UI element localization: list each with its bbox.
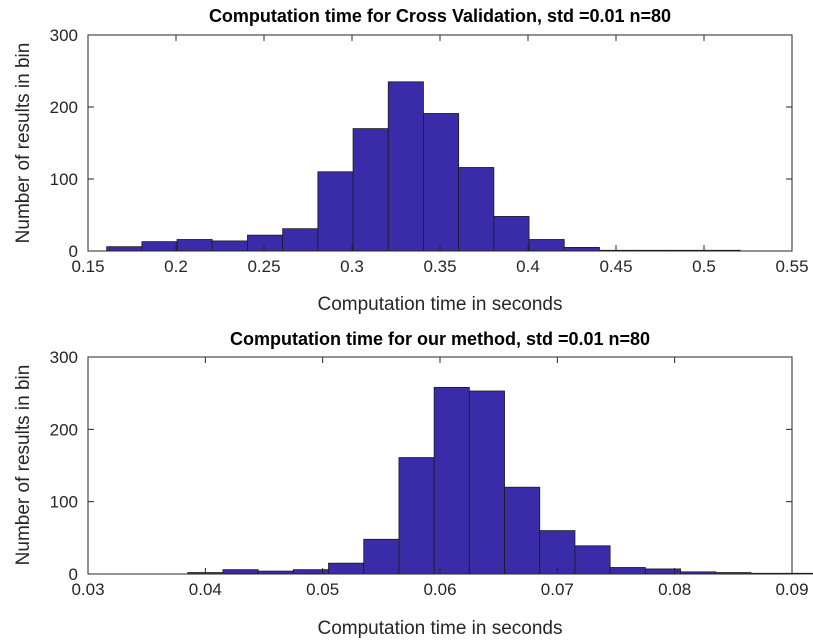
histogram-bar	[106, 246, 143, 252]
histogram-bar	[282, 228, 319, 252]
x-tick-label: 0.03	[71, 580, 104, 599]
y-tick-label: 100	[50, 170, 78, 189]
chart-title: Computation time for Cross Validation, s…	[209, 6, 671, 26]
x-tick-label: 0.25	[247, 257, 280, 276]
chart-title: Computation time for our method, std =0.…	[230, 329, 650, 349]
x-tick-label: 0.06	[423, 580, 456, 599]
histogram-bar	[352, 128, 389, 252]
histogram-bar	[493, 216, 530, 252]
histogram-bar	[458, 167, 495, 252]
histogram-bar	[222, 569, 259, 575]
histogram-bar	[504, 486, 541, 575]
histogram-bar	[609, 567, 646, 575]
x-tick-label: 0.15	[71, 257, 104, 276]
x-tick-label: 0.2	[164, 257, 188, 276]
y-axis-label: Number of results in bin	[13, 43, 34, 244]
histogram-bar	[328, 562, 365, 575]
x-tick-label: 0.05	[306, 580, 339, 599]
histogram-bar	[644, 568, 681, 575]
histogram-bar	[468, 390, 505, 575]
y-tick-label: 300	[50, 348, 78, 367]
x-tick-label: 0.5	[692, 257, 716, 276]
x-tick-label: 0.55	[775, 257, 808, 276]
x-tick-label: 0.45	[599, 257, 632, 276]
x-axis-label: Computation time in seconds	[317, 618, 562, 639]
x-tick-label: 0.07	[541, 580, 574, 599]
histogram-bar	[176, 239, 213, 252]
y-axis-label: Number of results in bin	[13, 365, 34, 566]
histogram-bar	[398, 457, 435, 575]
histogram-bar	[387, 81, 424, 252]
histogram-bar	[247, 234, 284, 252]
histogram-bar	[563, 246, 600, 252]
x-tick-label: 0.08	[658, 580, 691, 599]
y-tick-label: 100	[50, 493, 78, 512]
histogram-bar	[317, 171, 354, 252]
y-tick-label: 200	[50, 98, 78, 117]
chart-cross-validation: 0.15 0.2 0.25 0.3 0.35 0.4 0.45 0.5 0.55 0 100 200 3…	[13, 6, 809, 315]
bars	[106, 81, 741, 252]
x-tick-label: 0.09	[775, 580, 808, 599]
histogram-bar	[211, 240, 248, 252]
histogram-bar	[141, 241, 178, 252]
x-axis-label: Computation time in seconds	[317, 294, 562, 315]
y-tick-label: 0	[69, 565, 78, 584]
x-tick-label: 0.4	[516, 257, 540, 276]
histogram-bar	[423, 113, 460, 252]
axes-box	[87, 34, 793, 252]
y-tick-label: 200	[50, 420, 78, 439]
x-tick-label: 0.3	[340, 257, 364, 276]
histogram-bar	[433, 386, 470, 575]
y-tick-label: 300	[50, 26, 78, 45]
histogram-bar	[528, 239, 565, 252]
histogram-bar	[539, 530, 576, 575]
histogram-bar	[363, 538, 400, 575]
histogram-bar	[292, 569, 329, 575]
x-tick-label: 0.04	[189, 580, 222, 599]
ticks: 0.15 0.2 0.25 0.3 0.35 0.4 0.45 0.5 0.55 0 100 200 3…	[50, 26, 809, 276]
x-tick-label: 0.35	[423, 257, 456, 276]
axes-box	[87, 356, 793, 575]
y-tick-label: 0	[69, 242, 78, 261]
chart-our-method: 0.03 0.04 0.05 0.06 0.07 0.08 0.09 0 100 200 300 C…	[13, 329, 813, 639]
histogram-bar	[574, 545, 611, 575]
